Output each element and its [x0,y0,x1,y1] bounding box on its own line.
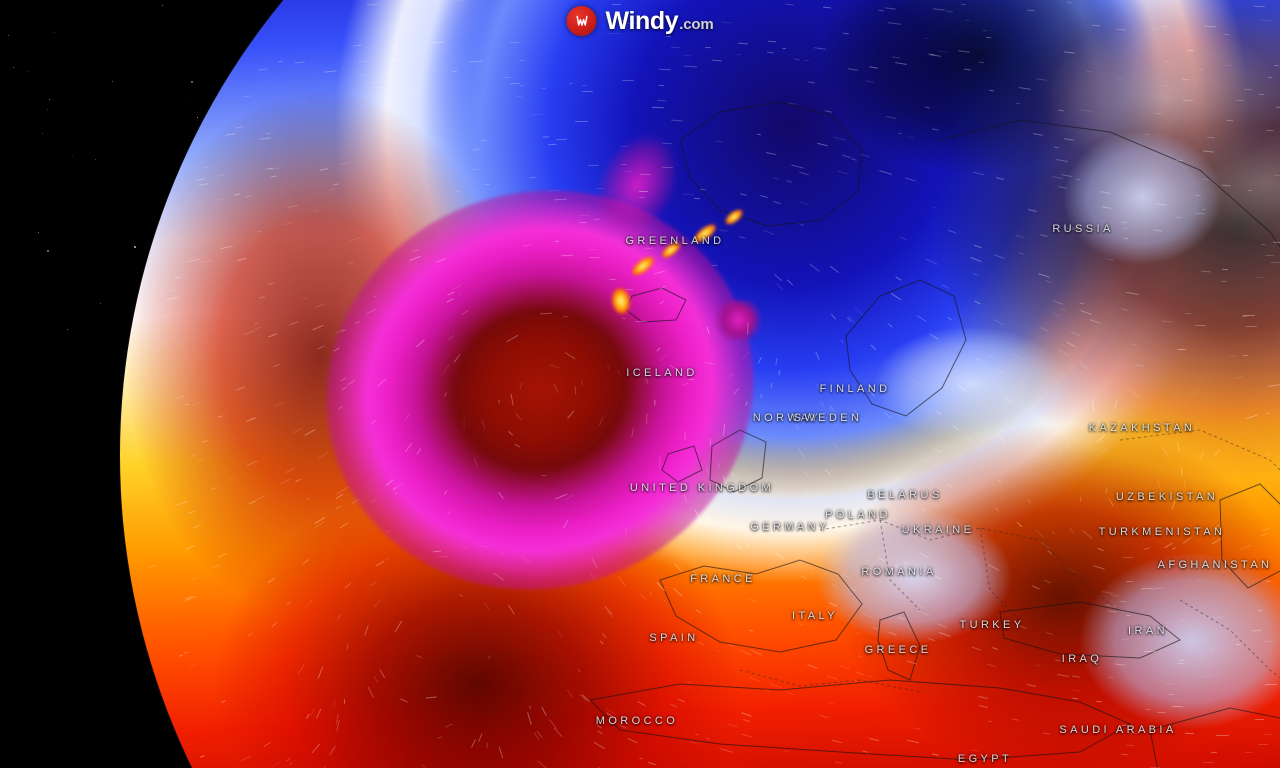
star [71,156,73,158]
star [67,329,69,331]
star [38,231,40,233]
globe-limb-shading [120,0,1280,768]
star [26,70,28,72]
brand-tld: .com [679,15,714,33]
star [53,32,55,34]
windy-logo[interactable]: Windy .com [566,6,714,36]
star [111,80,113,82]
star [48,98,50,100]
star [99,303,101,305]
star [42,132,44,134]
earth-globe[interactable] [120,0,1280,768]
windy-logo-icon[interactable] [566,6,597,36]
brand-name: Windy [605,6,679,35]
star [8,35,9,37]
star [46,249,49,252]
windy-logo-text: Windy .com [606,7,714,36]
star [46,108,48,110]
star [12,67,14,69]
star [94,158,96,160]
